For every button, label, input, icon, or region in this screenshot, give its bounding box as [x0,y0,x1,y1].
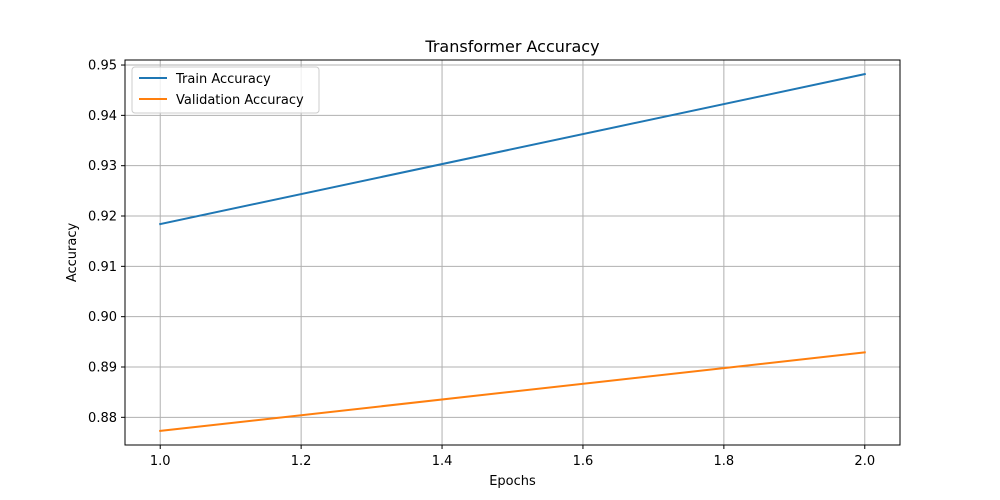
y-tick-label: 0.89 [88,360,117,375]
x-tick-label: 1.2 [291,454,312,469]
y-tick-label: 0.92 [88,210,117,225]
y-tick-label: 0.94 [88,109,117,124]
legend-box [131,66,320,114]
x-tick-label: 2.0 [854,454,875,469]
y-tick-label: 0.93 [88,159,117,174]
legend: Train Accuracy Validation Accuracy [131,66,320,114]
y-tick-label: 0.90 [88,310,117,325]
legend-label-validation: Validation Accuracy [176,93,304,108]
x-tick-label: 1.8 [714,454,735,469]
grid [125,60,900,445]
y-axis-label: Accuracy [65,223,80,283]
x-axis-ticks: 1.0 1.2 1.4 1.6 1.8 2.0 [150,445,875,469]
x-tick-label: 1.6 [573,454,594,469]
chart-title: Transformer Accuracy [424,37,599,56]
plot-lines [159,72,866,433]
y-tick-label: 0.88 [88,411,117,426]
plot-frame [124,59,901,446]
x-tick-label: 1.0 [150,454,171,469]
y-tick-label: 0.95 [88,59,117,74]
legend-label-train: Train Accuracy [175,72,271,87]
x-tick-label: 1.4 [432,454,453,469]
y-axis-ticks: 0.88 0.89 0.90 0.91 0.92 0.93 0.94 0.95 [88,59,125,426]
train-accuracy-line [159,72,866,226]
x-axis-label: Epochs [489,474,536,489]
validation-accuracy-line [159,351,866,433]
y-tick-label: 0.91 [88,260,117,275]
